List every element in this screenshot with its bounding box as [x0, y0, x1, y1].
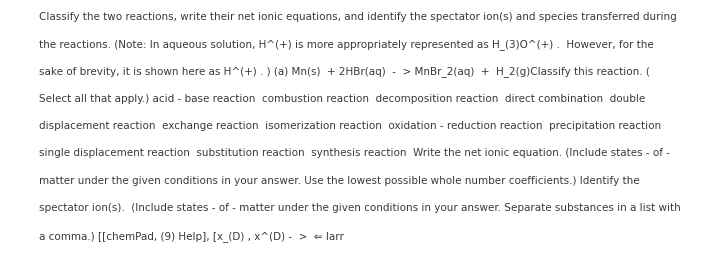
Text: Classify the two reactions, write their net ionic equations, and identify the sp: Classify the two reactions, write their … [39, 12, 677, 22]
Text: single displacement reaction  substitution reaction  synthesis reaction  Write t: single displacement reaction substitutio… [39, 148, 670, 158]
Text: a comma.) [[chemPad, (9) Help], [x_(D) , x^(D) -  >  ⇐ larr: a comma.) [[chemPad, (9) Help], [x_(D) ,… [39, 231, 344, 242]
Text: sake of brevity, it is shown here as H^(+) . ) (a) Mn(s)  + 2HBr(aq)  -  > MnBr_: sake of brevity, it is shown here as H^(… [39, 66, 650, 77]
Text: the reactions. (Note: In aqueous solution, H^(+) is more appropriately represent: the reactions. (Note: In aqueous solutio… [39, 39, 654, 50]
Text: matter under the given conditions in your answer. Use the lowest possible whole : matter under the given conditions in you… [39, 176, 640, 186]
Text: spectator ion(s).  (Include states - of - matter under the given conditions in y: spectator ion(s). (Include states - of -… [39, 203, 681, 213]
Text: displacement reaction  exchange reaction  isomerization reaction  oxidation - re: displacement reaction exchange reaction … [39, 121, 662, 131]
Text: Select all that apply.) acid - base reaction  combustion reaction  decomposition: Select all that apply.) acid - base reac… [39, 94, 646, 104]
